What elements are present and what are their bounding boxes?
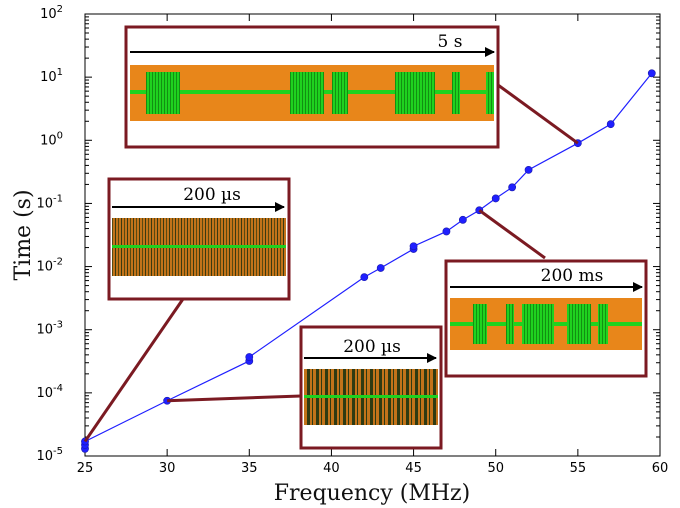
y-tick-exponent: -5 <box>53 446 63 457</box>
y-tick-label: 101 <box>40 67 63 85</box>
y-tick-exponent: 2 <box>57 4 63 15</box>
inset-connector-200us-25 <box>83 298 185 443</box>
y-tick-exponent: -2 <box>53 257 63 268</box>
data-point <box>376 264 385 272</box>
inset-5s: 5 s <box>124 25 500 149</box>
y-tick-label: 100 <box>40 130 63 148</box>
inset-200ms-label: 200 ms <box>541 266 604 286</box>
inset-connector-200ms <box>478 209 546 260</box>
x-tick-label: 30 <box>159 461 176 476</box>
y-tick-label: 10-3 <box>36 320 63 338</box>
y-axis-label: Time (s) <box>11 189 36 280</box>
data-point <box>508 183 517 192</box>
y-tick-base: 10 <box>40 70 57 85</box>
x-axis-ticks: 25 30 35 40 45 50 55 60 <box>77 14 669 476</box>
inset-200us-upper-label: 200 µs <box>183 185 241 205</box>
x-tick-label: 25 <box>77 461 94 476</box>
y-tick-base: 10 <box>40 133 57 148</box>
inset-200us-upper: 200 µs <box>107 177 291 301</box>
inset-200ms: 200 ms <box>444 259 648 378</box>
y-tick-exponent: -4 <box>53 383 63 394</box>
y-tick-label: 10-1 <box>36 193 63 211</box>
y-tick-exponent: 1 <box>57 67 63 78</box>
x-tick-label: 60 <box>652 461 669 476</box>
inset-connectors <box>83 83 579 443</box>
x-tick-label: 40 <box>323 461 340 476</box>
y-tick-exponent: 0 <box>57 130 63 141</box>
y-tick-label: 10-4 <box>36 383 63 401</box>
data-point <box>647 69 656 78</box>
y-tick-base: 10 <box>36 449 53 464</box>
y-tick-exponent: -3 <box>53 320 63 331</box>
x-tick-label: 45 <box>405 461 422 476</box>
data-point <box>442 227 451 236</box>
y-tick-base: 10 <box>36 196 53 211</box>
data-point <box>409 242 418 251</box>
data-point <box>458 215 467 224</box>
data-point <box>245 353 254 361</box>
y-tick-base: 10 <box>36 323 53 338</box>
x-tick-label: 35 <box>241 461 258 476</box>
inset-200us-lower-label: 200 µs <box>343 337 401 357</box>
y-tick-label: 10-5 <box>36 446 63 464</box>
y-tick-base: 10 <box>36 260 53 275</box>
data-point <box>491 194 500 203</box>
inset-5s-label: 5 s <box>438 32 463 52</box>
y-tick-base: 10 <box>36 386 53 401</box>
x-tick-label: 50 <box>487 461 504 476</box>
inset-connector-5s <box>497 83 579 145</box>
data-point <box>360 273 369 282</box>
data-point <box>524 165 533 174</box>
y-tick-base: 10 <box>40 7 57 22</box>
data-point <box>606 120 615 129</box>
x-axis-label: Frequency (MHz) <box>274 481 470 506</box>
inset-200us-lower: 200 µs <box>299 325 443 450</box>
plot-frame <box>84 13 661 457</box>
x-tick-label: 55 <box>570 461 587 476</box>
inset-connector-200us-30 <box>167 394 302 403</box>
y-tick-label: 10-2 <box>36 257 63 275</box>
y-tick-exponent: -1 <box>53 193 63 204</box>
y-tick-label: 102 <box>40 4 63 22</box>
